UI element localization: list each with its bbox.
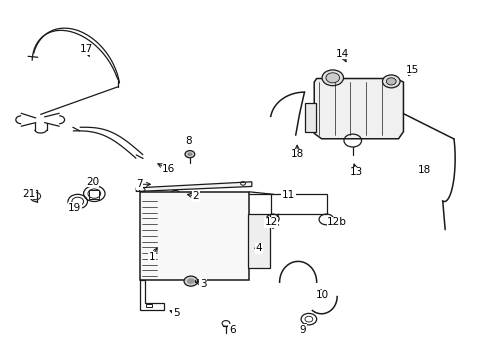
- Text: 18: 18: [290, 149, 303, 159]
- Text: 4: 4: [255, 243, 262, 253]
- Polygon shape: [136, 182, 251, 192]
- Text: 17: 17: [79, 44, 92, 54]
- Text: 10: 10: [315, 291, 328, 301]
- Bar: [249, 228, 260, 251]
- Text: 12b: 12b: [326, 217, 346, 227]
- Circle shape: [172, 192, 177, 195]
- Circle shape: [183, 276, 197, 286]
- Text: 20: 20: [85, 177, 99, 187]
- Text: 11: 11: [281, 190, 294, 200]
- Text: 7: 7: [136, 179, 142, 189]
- Text: 15: 15: [405, 64, 419, 75]
- Polygon shape: [314, 78, 403, 139]
- Text: 2: 2: [192, 191, 199, 201]
- Text: 21: 21: [22, 189, 36, 199]
- Bar: [271, 194, 327, 214]
- Bar: [146, 304, 152, 307]
- Bar: [248, 214, 270, 268]
- Text: 19: 19: [68, 203, 81, 213]
- Text: 8: 8: [185, 136, 191, 146]
- Bar: [305, 103, 316, 132]
- Circle shape: [186, 278, 194, 284]
- Text: 12: 12: [264, 217, 277, 227]
- Text: 18: 18: [416, 165, 430, 175]
- Circle shape: [187, 152, 192, 156]
- Circle shape: [386, 78, 395, 85]
- Circle shape: [382, 75, 399, 88]
- Bar: [89, 190, 99, 199]
- Circle shape: [184, 150, 194, 158]
- Text: 14: 14: [335, 49, 348, 59]
- Circle shape: [325, 73, 339, 83]
- Text: 6: 6: [228, 325, 235, 335]
- Bar: [140, 192, 249, 280]
- Text: 5: 5: [173, 309, 179, 318]
- Circle shape: [322, 70, 343, 86]
- Text: 3: 3: [199, 279, 206, 289]
- Text: 16: 16: [162, 164, 175, 174]
- Text: 9: 9: [299, 325, 305, 335]
- Text: 1: 1: [148, 252, 155, 262]
- Text: 13: 13: [349, 167, 363, 177]
